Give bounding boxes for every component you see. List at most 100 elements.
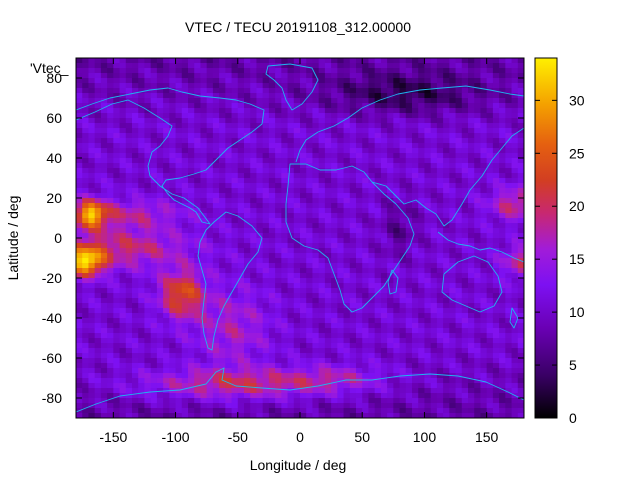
heat-cell	[219, 123, 226, 129]
heat-cell	[262, 58, 270, 64]
heat-cell	[175, 133, 183, 139]
heat-cell	[449, 198, 457, 204]
heat-cell	[82, 133, 90, 139]
heat-cell	[100, 163, 108, 169]
heat-cell	[374, 228, 382, 234]
heat-cell	[399, 358, 407, 364]
heat-cell	[492, 88, 500, 94]
heat-cell	[144, 203, 152, 209]
heat-cell	[150, 223, 158, 229]
heat-cell	[412, 113, 419, 119]
heat-cell	[212, 183, 220, 189]
heat-cell	[256, 93, 264, 99]
heat-cell	[343, 163, 351, 169]
heat-cell	[293, 178, 301, 184]
heat-cell	[100, 268, 108, 274]
heat-cell	[449, 273, 457, 279]
heat-cell	[119, 178, 127, 184]
heat-cell	[424, 283, 432, 289]
heat-cell	[374, 158, 382, 164]
heat-cell	[169, 228, 177, 234]
heat-cell	[244, 393, 251, 399]
heat-cell	[393, 343, 401, 349]
heat-cell	[300, 273, 307, 279]
heat-cell	[181, 343, 189, 349]
heat-cell	[387, 123, 394, 129]
heat-cell	[380, 348, 388, 354]
heat-cell	[499, 133, 506, 139]
heat-cell	[436, 388, 444, 394]
heat-cell	[206, 248, 214, 254]
heat-cell	[244, 118, 251, 124]
heat-cell	[387, 233, 394, 239]
heat-cell	[156, 148, 164, 154]
heat-cell	[132, 278, 139, 284]
heat-cell	[281, 383, 289, 389]
heat-cell	[281, 178, 289, 184]
heat-cell	[343, 333, 351, 339]
heat-cell	[393, 113, 401, 119]
heat-cell	[405, 108, 413, 114]
heat-cell	[244, 258, 251, 264]
heat-cell	[331, 323, 338, 329]
heat-cell	[418, 253, 426, 259]
heat-cell	[418, 323, 426, 329]
heat-cell	[405, 153, 413, 159]
heat-cell	[499, 343, 506, 349]
heat-cell	[293, 198, 301, 204]
heat-cell	[430, 328, 438, 334]
heat-cell	[194, 313, 202, 319]
heat-cell	[443, 108, 450, 114]
heat-cell	[430, 173, 438, 179]
heat-cell	[231, 278, 239, 284]
heat-cell	[461, 118, 469, 124]
heat-cell	[306, 83, 314, 89]
heat-cell	[430, 238, 438, 244]
heat-cell	[324, 273, 332, 279]
heat-cell	[200, 208, 208, 214]
heat-cell	[380, 173, 388, 179]
heat-cell	[499, 388, 506, 394]
heat-cell	[138, 123, 146, 129]
heat-cell	[188, 288, 195, 294]
heat-cell	[468, 118, 475, 124]
heat-cell	[517, 318, 524, 324]
heat-cell	[256, 288, 264, 294]
heat-cell	[144, 393, 152, 399]
heat-cell	[113, 213, 121, 219]
heat-cell	[156, 153, 164, 159]
heat-cell	[262, 123, 270, 129]
heat-cell	[374, 258, 382, 264]
heat-cell	[449, 193, 457, 199]
heat-cell	[399, 278, 407, 284]
heat-cell	[132, 63, 139, 69]
heat-cell	[225, 173, 233, 179]
heat-cell	[318, 183, 326, 189]
heat-cell	[175, 303, 183, 309]
heat-cell	[300, 238, 307, 244]
heat-cell	[499, 348, 506, 354]
heat-cell	[331, 283, 338, 289]
heat-cell	[461, 313, 469, 319]
heat-cell	[387, 328, 394, 334]
heat-cell	[499, 248, 506, 254]
heat-cell	[393, 348, 401, 354]
heat-cell	[76, 278, 83, 284]
heat-cell	[113, 368, 121, 374]
heat-cell	[256, 308, 264, 314]
heat-cell	[194, 403, 202, 409]
heat-cell	[468, 328, 475, 334]
heat-cell	[306, 63, 314, 69]
heat-cell	[324, 358, 332, 364]
heat-cell	[474, 78, 482, 84]
heat-cell	[169, 143, 177, 149]
heat-cell	[405, 68, 413, 74]
heat-cell	[275, 313, 282, 319]
heat-cell	[262, 228, 270, 234]
heat-cell	[368, 288, 376, 294]
heat-cell	[231, 288, 239, 294]
heat-cell	[163, 83, 170, 89]
heat-cell	[175, 73, 183, 79]
heat-cell	[256, 253, 264, 259]
heat-cell	[76, 253, 83, 259]
